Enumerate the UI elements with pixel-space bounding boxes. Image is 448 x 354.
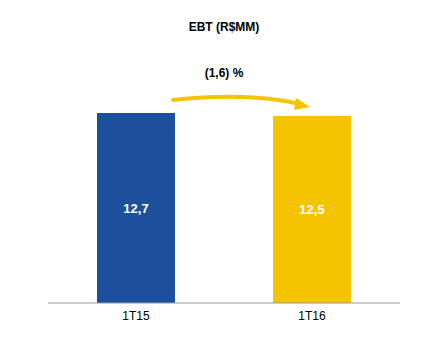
svg-text:12,5: 12,5 — [299, 202, 324, 217]
html-text:EBT (R$MM): EBT (R$MM) — [188, 20, 260, 34]
svg-text:12,7: 12,7 — [123, 201, 148, 216]
svg-text:1T15: 1T15 — [122, 309, 150, 323]
svg-text:1T16: 1T16 — [298, 309, 326, 323]
html-text:(1,6) %: (1,6) % — [204, 66, 244, 80]
